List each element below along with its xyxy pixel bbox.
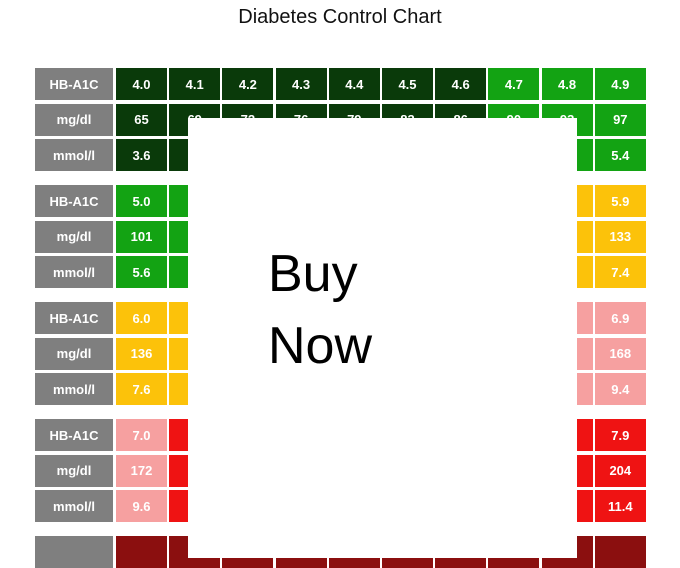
value-cell [594, 536, 646, 568]
value-cell: 4.1 [169, 68, 221, 100]
value-cell: 6.9 [594, 302, 646, 334]
row-label: mmol/l [35, 256, 113, 288]
buy-now-overlay[interactable] [188, 118, 577, 558]
value-cell: 5.4 [594, 139, 646, 171]
row-label: mg/dl [35, 220, 113, 253]
value-cell: 172 [116, 454, 167, 487]
value-cell: 4.7 [488, 68, 540, 100]
value-cell: 7.6 [116, 373, 167, 405]
value-cell: 97 [594, 103, 646, 136]
value-cell: 204 [594, 454, 646, 487]
row-label: mg/dl [35, 103, 113, 136]
buy-now-text[interactable]: Buy Now [268, 238, 372, 382]
value-cell [116, 536, 167, 568]
value-cell: 4.0 [116, 68, 167, 100]
value-cell: 7.4 [594, 256, 646, 288]
value-cell: 5.9 [594, 185, 646, 217]
value-cell: 4.6 [435, 68, 487, 100]
value-cell: 7.0 [116, 419, 167, 451]
value-cell: 101 [116, 220, 167, 253]
value-cell: 4.8 [541, 68, 593, 100]
row-label: mg/dl [35, 454, 113, 487]
value-cell: 5.0 [116, 185, 167, 217]
buy-now-line-2[interactable]: Now [268, 317, 373, 375]
value-cell: 4.5 [382, 68, 433, 100]
chart-title: Diabetes Control Chart [238, 6, 442, 28]
row-label: mmol/l [35, 490, 113, 522]
value-cell: 9.6 [116, 490, 167, 522]
value-cell: 168 [594, 337, 646, 370]
row-label: HB-A1C [35, 68, 113, 100]
row-label [35, 536, 113, 568]
row-label: mg/dl [35, 337, 113, 370]
value-cell: 65 [116, 103, 167, 136]
row-label: mmol/l [35, 373, 113, 405]
row-label: HB-A1C [35, 185, 113, 217]
value-cell: 4.4 [328, 68, 380, 100]
value-cell: 9.4 [594, 373, 646, 405]
value-cell: 4.9 [594, 68, 646, 100]
value-cell: 136 [116, 337, 167, 370]
value-cell: 3.6 [116, 139, 167, 171]
buy-now-line-1[interactable]: Buy [268, 245, 358, 303]
value-cell: 7.9 [594, 419, 646, 451]
row-label: HB-A1C [35, 419, 113, 451]
row-label: HB-A1C [35, 302, 113, 334]
value-cell: 4.2 [222, 68, 274, 100]
value-cell: 133 [594, 220, 646, 253]
row-label: mmol/l [35, 139, 113, 171]
value-cell: 11.4 [594, 490, 646, 522]
value-cell: 5.6 [116, 256, 167, 288]
value-cell: 6.0 [116, 302, 167, 334]
value-cell: 4.3 [275, 68, 327, 100]
